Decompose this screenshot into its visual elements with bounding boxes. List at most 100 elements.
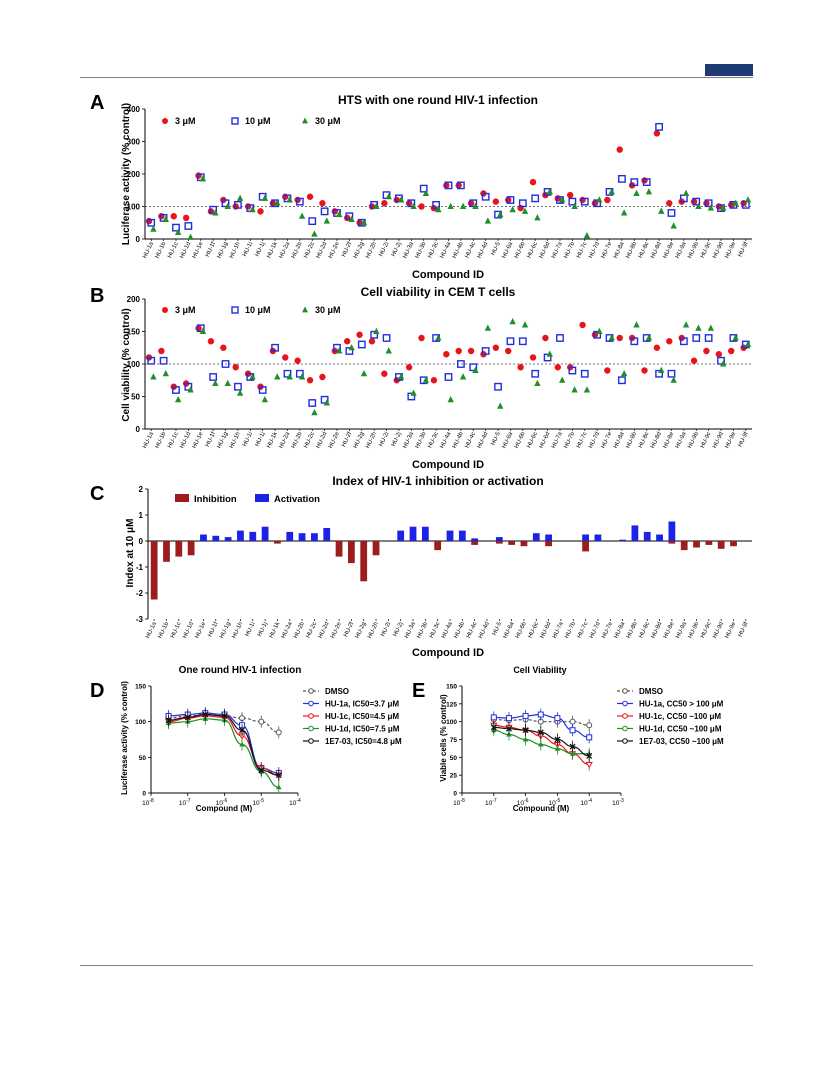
panel-c-xtick-label: HU-2c — [306, 621, 319, 639]
header-tab-mark — [705, 64, 753, 76]
panel-c-legend-swatch — [175, 494, 189, 502]
panel-b-legend-marker — [162, 307, 168, 313]
panel-c-bar — [545, 541, 553, 547]
panel-c-bar — [545, 534, 553, 541]
panel-a-point — [348, 215, 355, 223]
panel-c-bar — [397, 530, 405, 541]
panel-a-point — [381, 200, 388, 207]
panel-c-bar — [631, 525, 639, 541]
panel-a-point — [682, 189, 690, 197]
panel-a-point — [311, 230, 318, 237]
panel-a-legend-marker — [302, 117, 308, 124]
panel-a-point — [645, 188, 653, 195]
panel-b-point — [158, 347, 165, 355]
panel-a-xtick-label: HU-6c — [526, 241, 539, 259]
panel-a-xlabel: Compound ID — [412, 269, 484, 281]
panel-a-point — [419, 184, 428, 193]
panel-e-legend-marker — [622, 688, 628, 694]
panel-b-point — [707, 324, 715, 331]
panel-b-xtick-label: HU-4a — [440, 431, 453, 450]
panel-c-bar — [508, 541, 516, 545]
panel-b-point — [195, 325, 202, 332]
panel-b-point — [556, 334, 564, 342]
panel-c-bar — [347, 541, 355, 564]
panel-b-point — [236, 389, 244, 396]
panel-a-xtick-label: HU-4a — [440, 241, 453, 260]
panel-c-bar — [323, 528, 331, 541]
panel-b-point — [444, 373, 453, 381]
panel-e-xtick-label: 10-7 — [485, 798, 497, 807]
header-rule — [80, 77, 753, 78]
panel-a-point — [618, 174, 626, 183]
panel-b-xtick-label: HU-2h — [365, 431, 378, 449]
panel-c-xlabel: Compound ID — [412, 647, 484, 659]
panel-b-point — [295, 369, 304, 378]
panel-b-point — [343, 338, 351, 345]
panel-c-ytick-label: -2 — [136, 589, 144, 598]
panel-b-point — [385, 347, 392, 354]
panel-b-point — [298, 373, 306, 380]
panel-b-xtick-label: HU-7b — [563, 431, 576, 450]
panel-b-xtick-label: HU-1e — [192, 431, 205, 450]
panel-c-xtick-label: HU-6d — [540, 621, 553, 639]
panel-e-point — [586, 722, 593, 729]
panel-e-title: Cell Viability — [513, 665, 566, 675]
panel-c-xtick-label: HU-2i — [380, 621, 392, 637]
panel-b-point — [447, 396, 454, 403]
panel-a-point — [469, 199, 478, 208]
panel-c-xtick-label: HU-7e — [601, 621, 614, 640]
panel-a-point — [704, 199, 713, 208]
panel-b-point — [704, 334, 713, 342]
panel-c-xtick-label: HU-2d — [318, 621, 331, 639]
panel-b-xtick-label: HU-1f — [205, 431, 217, 448]
panel-c-xtick-label: HU-3c — [429, 621, 442, 639]
panel-e-legend-marker — [622, 738, 628, 744]
panel-e-point — [505, 715, 512, 722]
panel-b-point — [484, 324, 492, 331]
panel-e-point — [569, 750, 576, 756]
panel-a-xtick-label: HU-2c — [303, 241, 316, 259]
panel-a-point — [298, 212, 306, 219]
panel-a-xtick-label: HU-1j — [255, 241, 267, 257]
panel-b-xtick-label: HU-6a — [501, 431, 514, 450]
panel-d-point — [202, 711, 209, 718]
panel-b-point — [323, 399, 331, 406]
panel-a-point — [534, 214, 541, 221]
panel-b-point — [345, 347, 354, 355]
panel-a-point — [492, 198, 500, 205]
panel-a-xtick-label: HU-1c — [167, 241, 180, 259]
panel-a-xtick-label: HU-9a — [675, 241, 688, 260]
panel-e-xtick-label: 10-3 — [612, 798, 624, 807]
panel-c-xtick-label: HU-2e — [330, 621, 343, 640]
panel-d-point — [275, 729, 282, 736]
panel-b-xtick-label: HU-7e — [601, 431, 614, 450]
panel-b-point — [187, 386, 194, 393]
panel-d-legend-marker — [308, 713, 314, 719]
panel-a-point — [529, 178, 537, 186]
panel-a-xtick-label: HU-2i — [378, 241, 390, 257]
panel-b-ylabel: Cell viability (% control) — [121, 308, 132, 421]
panel-b-xtick-label: HU-6c — [526, 431, 539, 449]
panel-a-point — [571, 202, 578, 210]
panel-a-point — [593, 199, 602, 208]
panel-b-xtick-label: HU-2e — [328, 431, 341, 450]
panel-b-point — [494, 382, 502, 391]
panel-a-point — [435, 206, 442, 213]
panel-d-legend-marker — [308, 688, 314, 694]
panel-d-point — [258, 767, 265, 774]
footer-rule — [80, 965, 753, 966]
panel-b-point — [443, 351, 450, 358]
panel-a-xtick-label: HU-4d — [477, 241, 490, 259]
panel-c-bar — [249, 531, 257, 541]
panel-a-point — [249, 206, 256, 213]
panel-c-bar — [520, 541, 528, 547]
panel-b-point — [596, 327, 603, 335]
panel-a-point — [604, 196, 611, 204]
panel-b-point — [579, 321, 586, 329]
panel-b-point — [633, 321, 640, 328]
panel-a-xtick-label: HU-7e — [601, 241, 614, 260]
panel-b-point — [558, 376, 566, 383]
panel-c-bar — [532, 533, 540, 541]
panel-e-point — [586, 752, 593, 759]
